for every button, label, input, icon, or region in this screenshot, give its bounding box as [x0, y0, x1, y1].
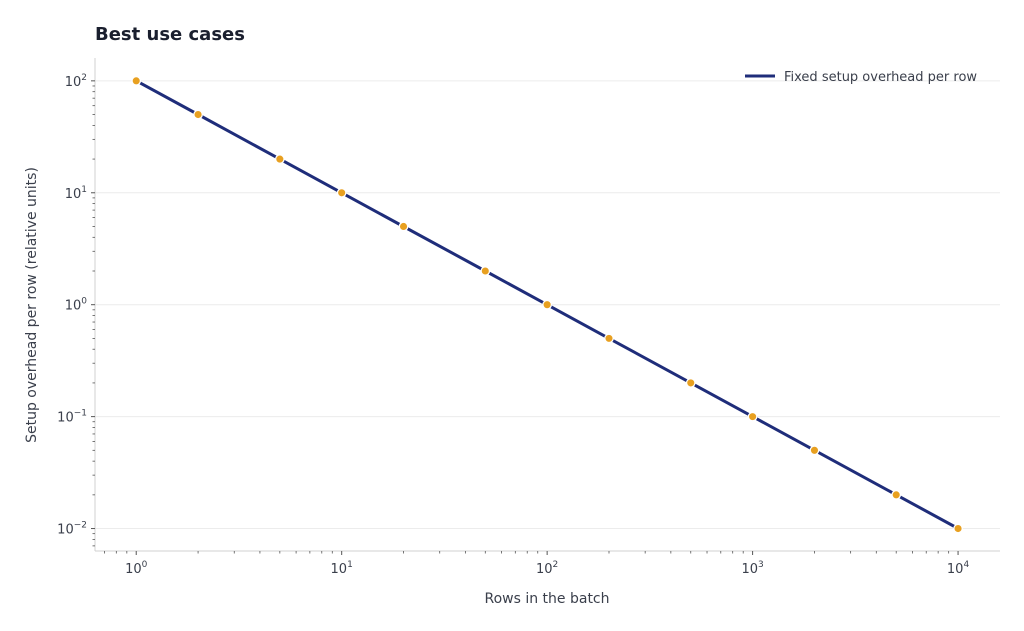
data-point	[398, 221, 409, 232]
x-tick-label: 100	[125, 560, 148, 577]
legend: Fixed setup overhead per row	[745, 70, 977, 85]
chart-title: Best use cases	[95, 24, 245, 45]
data-point	[193, 109, 203, 120]
y-tick-label: 102	[65, 73, 87, 90]
axes: 100 101 102 103 104 102 101 100 10−1 10−2	[57, 58, 1000, 577]
data-point	[336, 187, 347, 198]
data-point	[604, 333, 614, 344]
data-point	[274, 154, 285, 164]
data-point	[542, 299, 552, 310]
legend-label: Fixed setup overhead per row	[784, 70, 977, 85]
y-tick-label: 10−2	[57, 521, 87, 538]
y-tick-label: 10−1	[57, 409, 87, 426]
x-tick-label: 102	[536, 560, 558, 577]
x-axis-label: Rows in the batch	[484, 591, 609, 607]
y-axis-label: Setup overhead per row (relative units)	[24, 167, 40, 443]
data-point	[953, 523, 963, 534]
data-point	[891, 489, 902, 500]
series-layer	[131, 75, 963, 534]
data-point	[480, 266, 491, 276]
data-point	[131, 75, 142, 86]
data-point	[685, 378, 696, 388]
x-tick-label: 101	[331, 560, 353, 577]
y-tick-label: 101	[65, 185, 87, 202]
data-point	[747, 411, 758, 422]
data-point	[809, 445, 820, 456]
x-tick-label: 104	[947, 560, 970, 577]
x-tick-label: 103	[741, 560, 763, 577]
y-tick-label: 100	[65, 297, 88, 314]
